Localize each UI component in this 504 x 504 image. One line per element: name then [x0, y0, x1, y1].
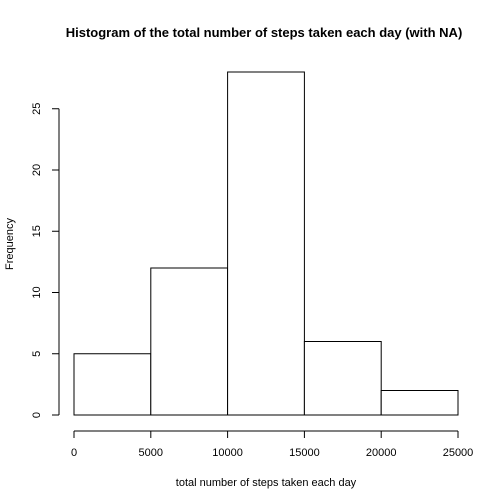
y-axis: 0 5 10 15 20 25	[31, 103, 60, 418]
histogram-bar-0	[73, 353, 152, 416]
y-tick-label: 10	[31, 286, 43, 298]
y-tick-label: 15	[31, 225, 43, 237]
x-axis: 0 5000 10000 15000 20000 25000	[71, 430, 474, 459]
y-tick-label: 25	[31, 103, 43, 115]
histogram-bar-4	[380, 390, 459, 416]
x-tick-label: 15000	[289, 447, 320, 459]
x-tick-label: 0	[71, 447, 77, 459]
histogram-bar-3	[303, 341, 382, 416]
histogram-bar-2	[227, 71, 305, 416]
histogram-bar-1	[150, 267, 229, 416]
y-axis-label: Frequency	[4, 218, 16, 270]
y-tick-label: 0	[31, 412, 43, 418]
chart-title: Histogram of the total number of steps t…	[66, 25, 463, 40]
x-tick-label: 5000	[139, 447, 163, 459]
x-tick-label: 25000	[443, 447, 474, 459]
y-tick-label: 20	[31, 164, 43, 176]
x-tick-label: 20000	[366, 447, 397, 459]
x-tick-label: 10000	[212, 447, 243, 459]
bars-group	[73, 71, 459, 416]
y-tick-label: 5	[31, 351, 43, 357]
x-axis-label: total number of steps taken each day	[176, 477, 357, 489]
